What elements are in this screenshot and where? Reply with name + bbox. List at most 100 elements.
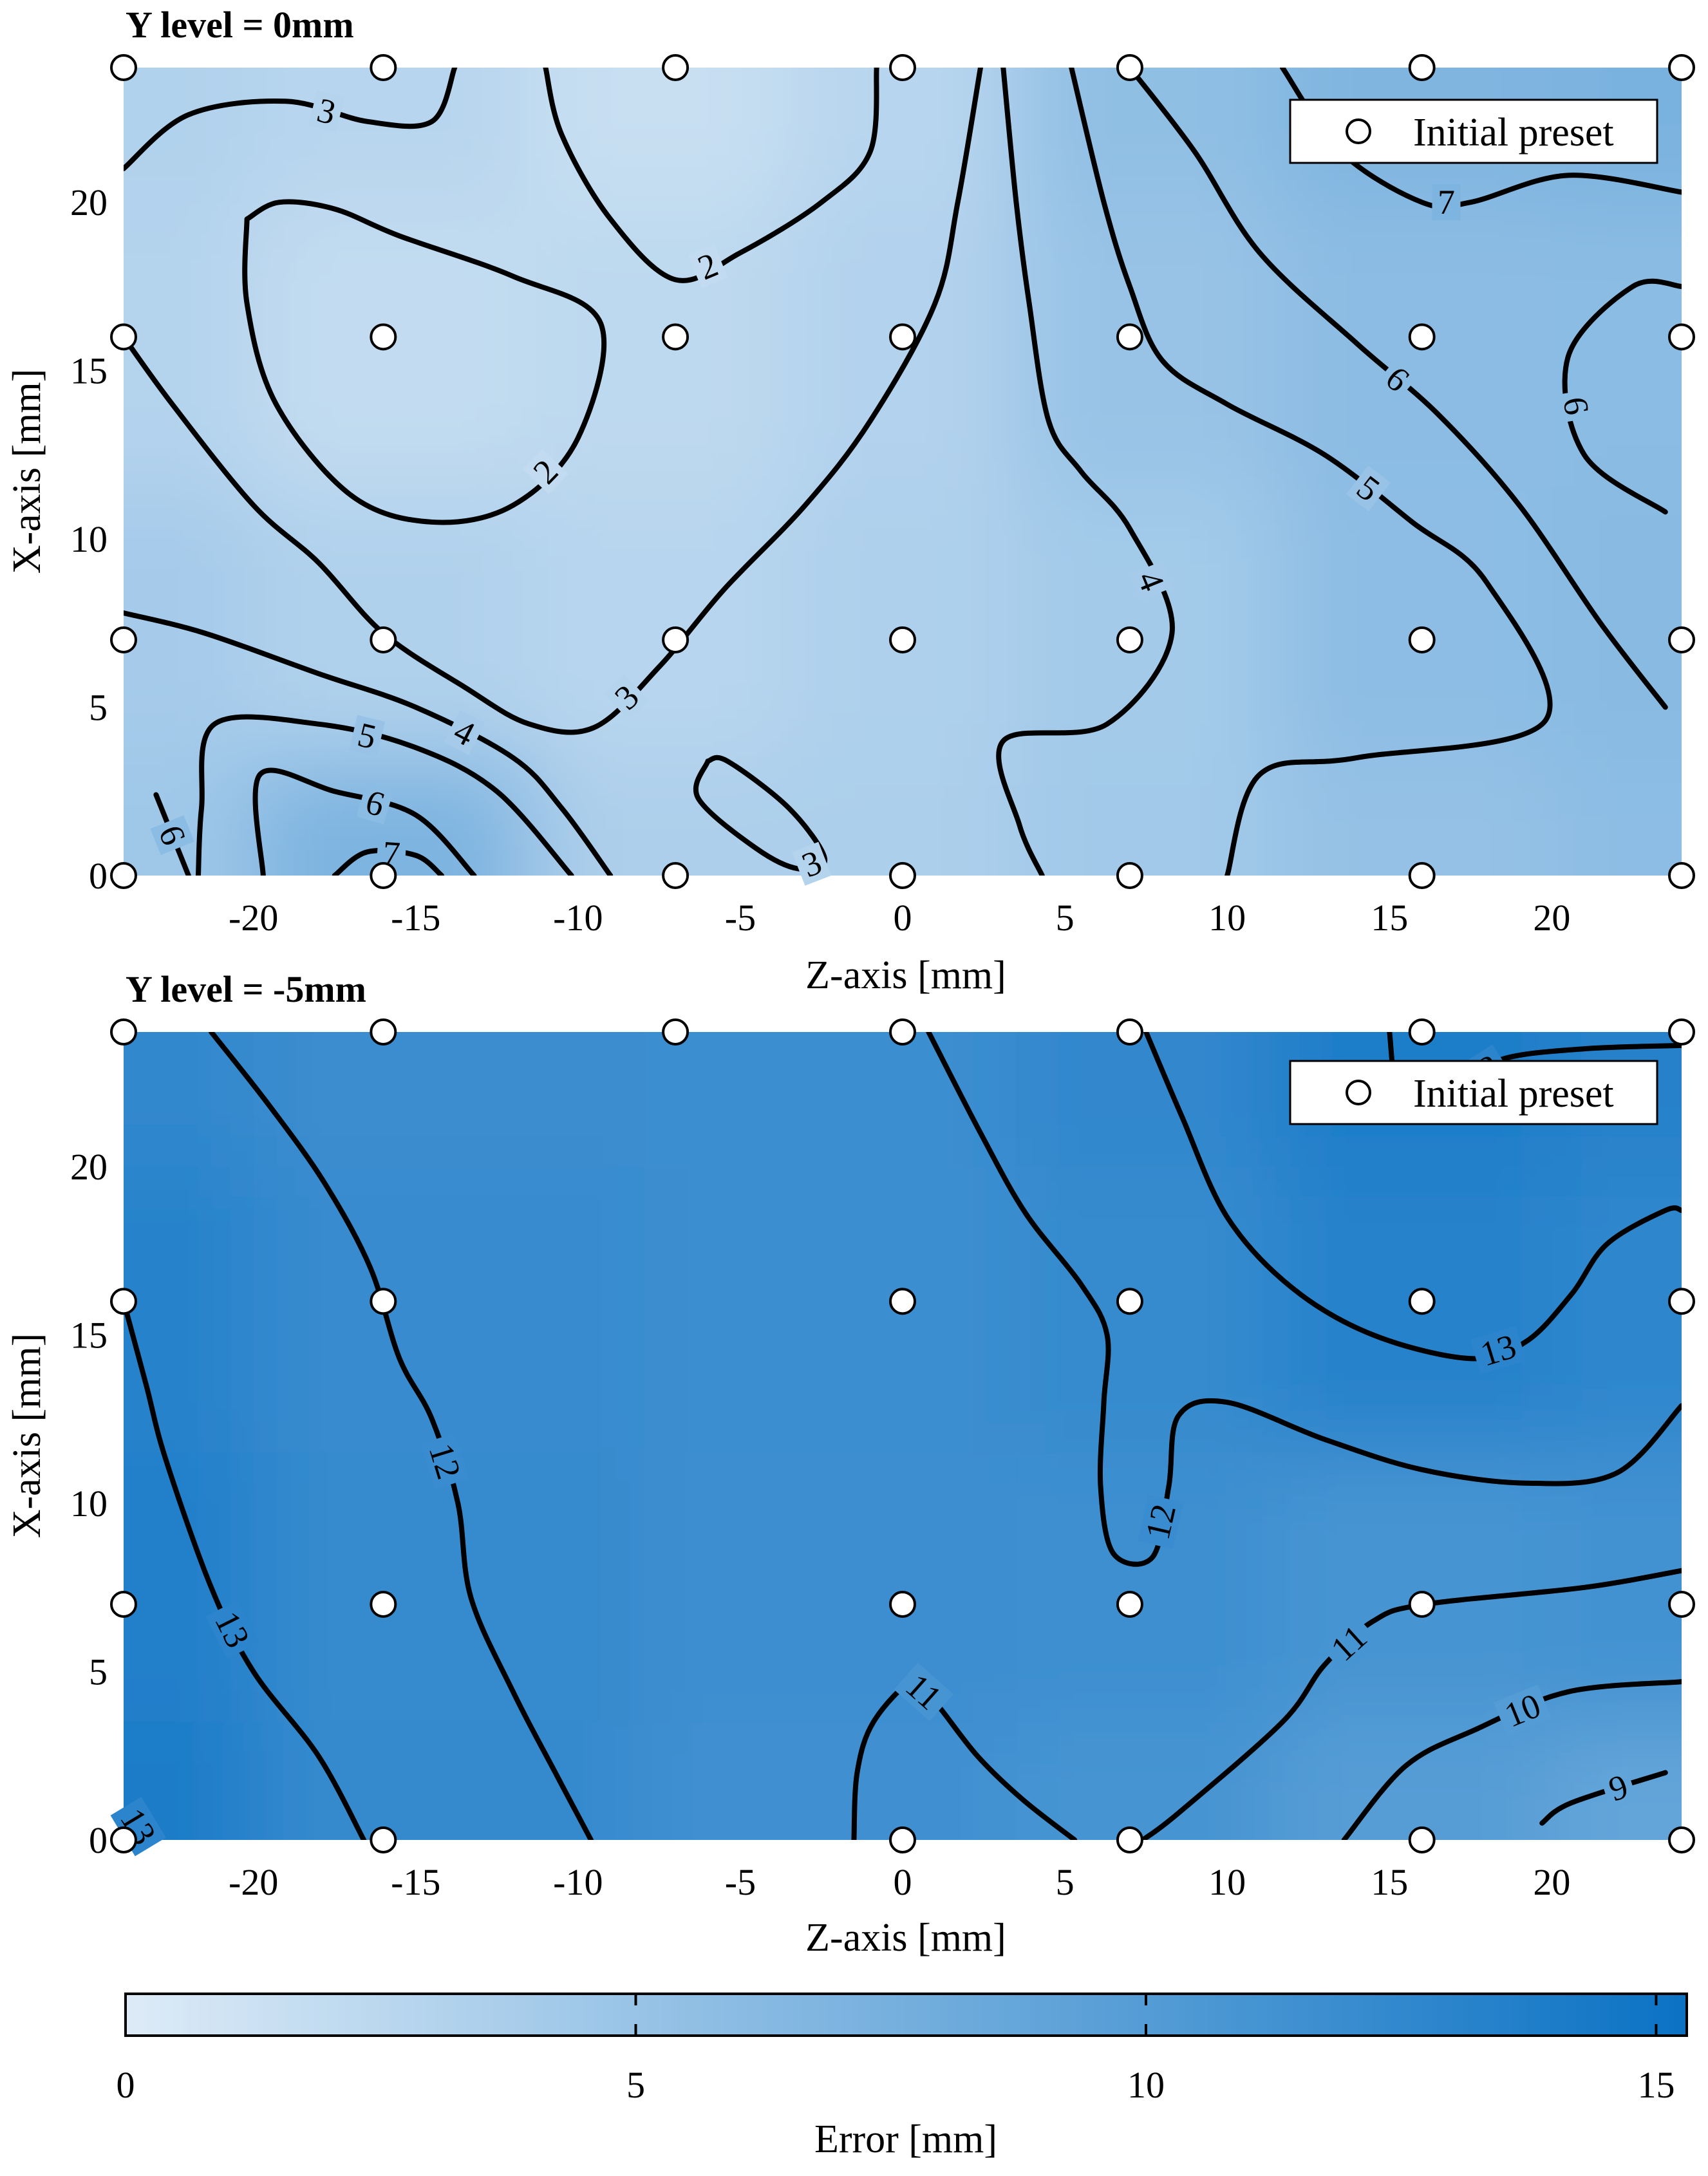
contour-line-6	[252, 767, 477, 876]
contour-label-bg	[356, 782, 394, 825]
contour-label-bg	[1470, 1326, 1526, 1374]
x-tick-label: 10	[1208, 897, 1246, 939]
preset-point	[1668, 862, 1695, 889]
contour-line-10	[1341, 1679, 1682, 1840]
x-tick-label: 15	[1371, 1861, 1408, 1903]
legend-label: Initial preset	[1413, 1072, 1614, 1116]
field-cell	[1275, 1721, 1552, 1840]
x-tick-label: 5	[1056, 1861, 1075, 1903]
field-cell	[1275, 488, 1552, 758]
field-cell	[643, 1721, 1017, 1840]
preset-point	[1408, 1826, 1436, 1853]
x-tick-label: -10	[553, 1861, 603, 1903]
preset-point	[662, 862, 690, 889]
preset-point	[1408, 626, 1436, 653]
x-tick-label: -5	[725, 897, 756, 939]
y-tick-label: 10	[70, 518, 108, 560]
field-cell	[789, 757, 1017, 876]
x-tick-label: 0	[894, 1861, 912, 1903]
preset-point	[1116, 1826, 1143, 1853]
preset-point	[370, 323, 397, 351]
contour-label-bg	[688, 244, 728, 288]
field-cell	[124, 488, 254, 758]
heatmap-field	[124, 1032, 1682, 1840]
contour-line-13	[124, 1299, 367, 1840]
y-axis-label: X-axis [mm]	[5, 369, 49, 574]
contour-line-4	[124, 610, 614, 876]
contour-line-2	[242, 199, 607, 525]
preset-point	[110, 1018, 137, 1046]
preset-point	[1668, 54, 1695, 81]
field-cell	[529, 488, 789, 758]
field-cell	[124, 68, 254, 203]
contour-label-bg	[308, 90, 345, 133]
preset-point	[110, 626, 137, 653]
preset-point	[1668, 1018, 1695, 1046]
preset-point	[889, 1590, 916, 1618]
colorbar-tick-label: 5	[626, 2064, 645, 2106]
preset-point	[1408, 54, 1436, 81]
y-tick-labels: 0 5 10 15 20	[70, 1146, 108, 1861]
contour-label: 12	[1138, 1501, 1184, 1543]
y-tick-label: 15	[70, 350, 108, 392]
contour-line-9	[1539, 1770, 1668, 1826]
colorbar-gradient	[124, 1993, 1688, 2037]
x-tick-label: -15	[391, 897, 440, 939]
preset-point	[370, 862, 397, 889]
field-cell	[1016, 1167, 1276, 1453]
field-cell	[1552, 488, 1682, 758]
preset-point	[1116, 323, 1143, 351]
contour-line-6	[1562, 278, 1682, 515]
preset-point	[110, 1590, 137, 1618]
legend-marker	[1346, 118, 1371, 144]
contour-label-bg	[1375, 356, 1420, 402]
field-cell	[789, 488, 1017, 758]
legend-marker	[1346, 1080, 1371, 1105]
field-cell	[1016, 1721, 1276, 1840]
preset-point	[370, 1590, 397, 1618]
field-cell	[643, 1167, 1017, 1453]
preset-point	[110, 54, 137, 81]
preset-point	[889, 1018, 916, 1046]
preset-point	[662, 54, 690, 81]
preset-point	[1408, 1288, 1436, 1315]
contour-label-bg	[110, 1796, 166, 1857]
preset-point	[1668, 626, 1695, 653]
panel-title: Y level = 0mm	[126, 4, 354, 46]
legend-label: Initial preset	[1413, 111, 1614, 155]
x-tick-label: -20	[229, 897, 278, 939]
y-tick-label: 20	[70, 1146, 108, 1188]
preset-point	[1408, 1018, 1436, 1046]
preset-point	[889, 626, 916, 653]
field-cell	[253, 1721, 643, 1840]
preset-point	[1116, 1018, 1143, 1046]
colorbar-tick-label: 15	[1637, 2064, 1675, 2106]
preset-point	[1116, 862, 1143, 889]
field-cell	[1016, 68, 1276, 203]
x-tick-label: 20	[1533, 1861, 1570, 1903]
preset-point	[889, 323, 916, 351]
preset-point	[370, 54, 397, 81]
y-tick-label: 10	[70, 1483, 108, 1524]
contour-line-13	[1143, 1032, 1682, 1362]
preset-point	[1668, 323, 1695, 351]
x-tick-labels: -20 -15 -10 -5 0 5 10 15 20	[229, 897, 1570, 939]
field-cell	[1016, 1032, 1276, 1167]
x-tick-label: -10	[553, 897, 603, 939]
preset-point	[1116, 54, 1143, 81]
x-tick-label: 10	[1208, 1861, 1246, 1903]
x-tick-label: -20	[229, 1861, 278, 1903]
field-cell	[1552, 757, 1682, 876]
y-tick-label: 0	[89, 1819, 108, 1861]
field-cell	[1016, 1452, 1276, 1722]
preset-markers	[110, 1018, 1695, 1853]
preset-point	[889, 1288, 916, 1315]
field-cell	[1016, 488, 1276, 758]
contour-label-bg	[205, 1600, 259, 1659]
heatmap-field	[124, 68, 1682, 876]
preset-markers	[110, 54, 1695, 889]
contour-line-4	[996, 68, 1175, 876]
